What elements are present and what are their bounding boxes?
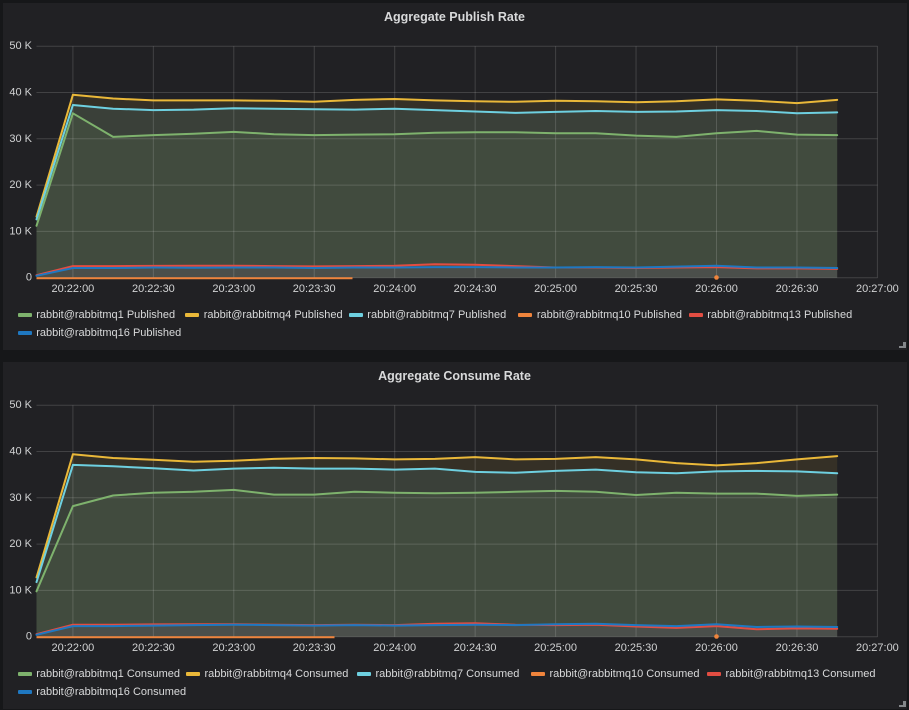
svg-text:20:26:30: 20:26:30 — [775, 282, 818, 294]
svg-text:20:23:00: 20:23:00 — [212, 282, 255, 294]
svg-text:10 K: 10 K — [9, 584, 32, 596]
svg-text:30 K: 30 K — [9, 491, 32, 503]
svg-text:0: 0 — [25, 271, 31, 283]
svg-text:20:22:00: 20:22:00 — [51, 641, 94, 653]
svg-text:20:27:00: 20:27:00 — [855, 282, 898, 294]
svg-text:20 K: 20 K — [9, 538, 32, 550]
svg-text:0: 0 — [25, 630, 31, 642]
svg-text:20:23:30: 20:23:30 — [292, 282, 335, 294]
svg-text:20:24:30: 20:24:30 — [453, 641, 496, 653]
svg-text:20:23:00: 20:23:00 — [212, 641, 255, 653]
svg-text:20 K: 20 K — [9, 179, 32, 191]
svg-text:20:26:00: 20:26:00 — [695, 282, 738, 294]
svg-text:40 K: 40 K — [9, 445, 32, 457]
svg-text:20:26:00: 20:26:00 — [695, 641, 738, 653]
svg-text:20:25:30: 20:25:30 — [614, 282, 657, 294]
svg-text:20:24:00: 20:24:00 — [373, 641, 416, 653]
svg-text:20:23:30: 20:23:30 — [292, 641, 335, 653]
svg-text:20:27:00: 20:27:00 — [855, 641, 898, 653]
svg-text:20:22:30: 20:22:30 — [131, 282, 174, 294]
svg-text:40 K: 40 K — [9, 86, 32, 98]
svg-text:20:22:30: 20:22:30 — [131, 641, 174, 653]
svg-text:10 K: 10 K — [9, 225, 32, 237]
svg-text:20:25:30: 20:25:30 — [614, 641, 657, 653]
svg-text:20:25:00: 20:25:00 — [534, 641, 577, 653]
svg-text:50 K: 50 K — [9, 399, 32, 411]
svg-text:30 K: 30 K — [9, 132, 32, 144]
svg-text:20:24:00: 20:24:00 — [373, 282, 416, 294]
svg-text:20:22:00: 20:22:00 — [51, 282, 94, 294]
svg-text:20:26:30: 20:26:30 — [775, 641, 818, 653]
svg-text:20:25:00: 20:25:00 — [534, 282, 577, 294]
svg-text:20:24:30: 20:24:30 — [453, 282, 496, 294]
svg-text:50 K: 50 K — [9, 40, 32, 52]
